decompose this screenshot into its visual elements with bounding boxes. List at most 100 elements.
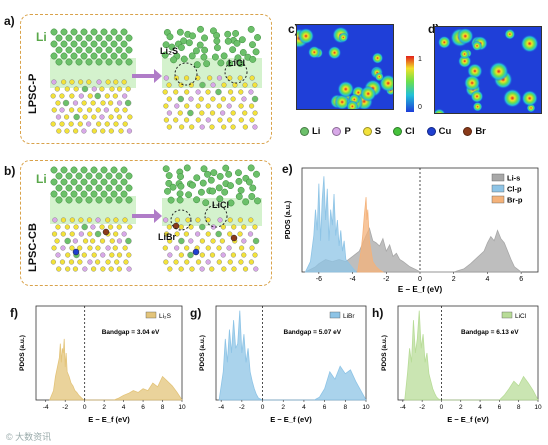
legend-label: Cl (405, 126, 415, 137)
li-atom (120, 40, 128, 48)
charge-density-map-d (434, 26, 542, 114)
li-atom (210, 169, 218, 177)
lattice-atom (227, 117, 233, 123)
li-atom (65, 34, 73, 42)
lattice-atom (95, 245, 101, 251)
li-atom (75, 184, 83, 192)
li-atom (224, 30, 232, 38)
x-tick-label: 0 (83, 404, 87, 411)
li-atom (50, 178, 58, 186)
panel-c-letter: c) (288, 22, 299, 36)
li-atom (85, 58, 93, 66)
lattice-atom (163, 259, 169, 265)
li-atom (120, 28, 128, 36)
legend-item-cu: Cu (426, 126, 451, 137)
x-tick-label: -4 (43, 404, 49, 411)
lattice-atom (100, 100, 106, 106)
li-atom (80, 190, 88, 198)
li-atom (204, 170, 211, 178)
pdos-area-0 (404, 310, 539, 401)
li-atom (247, 25, 255, 33)
li-atom (242, 198, 250, 206)
lattice-atom (69, 93, 75, 99)
colorbar-max: 1 (418, 56, 422, 63)
lattice-atom (50, 121, 56, 127)
li-atom (235, 169, 242, 177)
lattice-atom (177, 95, 184, 103)
x-tick-label: 0 (418, 276, 422, 283)
lattice-atom (195, 89, 201, 95)
x-tick-label: 6 (323, 404, 327, 411)
legend-label: P (344, 126, 351, 137)
li-atom (115, 196, 123, 204)
lattice-atom (55, 224, 61, 230)
li-atom (254, 34, 261, 41)
x-tick-label: 2 (281, 404, 285, 411)
x-tick-label: 10 (362, 404, 370, 411)
lattice-atom (215, 230, 222, 238)
lattice-atom (166, 110, 173, 116)
lattice-atom (113, 231, 119, 237)
li-atom (90, 178, 98, 186)
lattice-atom (195, 117, 201, 123)
lattice-atom (87, 231, 93, 237)
li-atom (210, 27, 217, 35)
li-atom (235, 177, 243, 185)
lattice-atom (185, 217, 191, 223)
charge-density-map-c (296, 24, 394, 110)
lattice-atom (64, 224, 70, 230)
density-blob (459, 49, 470, 60)
li-atom (248, 192, 256, 200)
li-atom (235, 193, 243, 200)
lattice-atom (91, 252, 97, 258)
x-tick-label: 4 (302, 404, 306, 411)
lattice-atom (209, 124, 215, 130)
lattice-atom (100, 266, 106, 272)
lattice-atom (216, 245, 222, 251)
dopant-atom (72, 248, 80, 256)
density-blob (334, 94, 350, 109)
li-atom (50, 166, 58, 174)
li-atom (249, 55, 257, 63)
lattice-atom (95, 217, 101, 223)
pdos-area-0 (218, 310, 367, 401)
lattice-atom (252, 110, 258, 116)
legend-label: Br (475, 126, 486, 137)
li-atom (161, 51, 169, 59)
lattice-atom (116, 224, 122, 230)
x-tick-label: 10 (178, 404, 186, 411)
li-atom (95, 172, 103, 180)
lattice-atom (188, 96, 194, 102)
lattice-atom (126, 252, 132, 258)
lattice-atom (94, 259, 101, 265)
x-tick-label: 8 (161, 404, 165, 411)
lattice-atom (56, 128, 62, 134)
legend-label: Li-s (507, 174, 520, 183)
lattice-atom (72, 100, 79, 106)
li-atom (227, 182, 234, 190)
lattice-atom (221, 266, 227, 272)
lattice-atom (205, 231, 211, 237)
lattice-atom (252, 224, 258, 230)
li-atom (167, 196, 175, 204)
lattice-atom (252, 82, 258, 88)
li-atom (70, 190, 78, 198)
lattice-atom (238, 259, 244, 265)
li-atom (201, 46, 209, 54)
lattice-atom (64, 128, 70, 134)
lattice-atom (209, 252, 216, 258)
li-atom (50, 190, 58, 198)
li-atom (220, 52, 228, 60)
li-atom (60, 190, 68, 198)
li-atom (165, 179, 173, 187)
lattice-atom (173, 259, 179, 265)
lattice-atom (90, 266, 97, 272)
li-atom (253, 170, 260, 178)
lattice-atom (96, 121, 102, 127)
li-atom (95, 34, 103, 42)
lattice-atom (231, 266, 237, 272)
lattice-atom (72, 266, 79, 272)
lattice-atom (187, 251, 194, 259)
lattice-atom (90, 224, 96, 230)
lattice-atom (238, 117, 244, 123)
